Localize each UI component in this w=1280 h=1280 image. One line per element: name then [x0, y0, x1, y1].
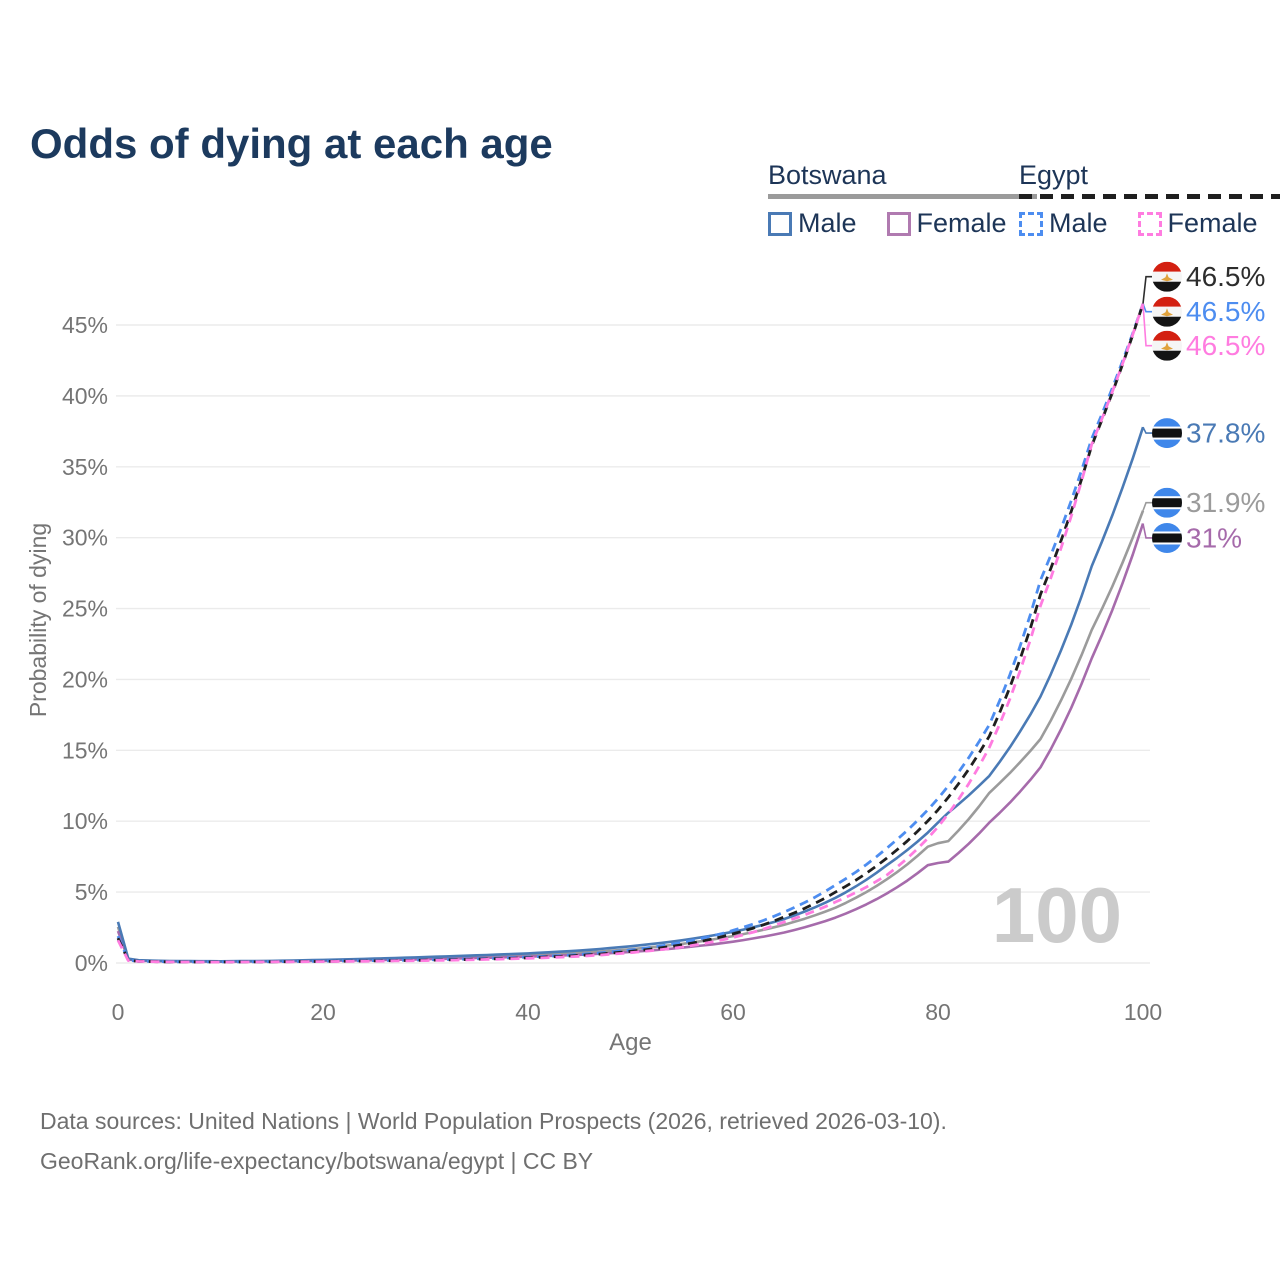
legend-label: Male: [1049, 208, 1108, 238]
legend-item-egypt-male[interactable]: Male: [1019, 208, 1108, 239]
botswana-flag-icon: [1152, 418, 1182, 449]
end-value-label-egypt-male: 46.5%: [1186, 296, 1265, 327]
label-connector-botswana-female: [1142, 523, 1152, 539]
chart-legend: Botswana Male Female Egypt Male Female: [0, 160, 1280, 250]
legend-item-botswana-female[interactable]: Female: [886, 208, 1007, 239]
egypt-flag-icon: [1152, 261, 1182, 292]
label-connector-egypt-male: [1142, 303, 1152, 313]
label-connector-egypt-female: [1142, 303, 1152, 347]
legend-label: Female: [1167, 208, 1258, 238]
legend-label: Male: [798, 208, 857, 238]
botswana-solid-line-swatch: [768, 194, 1037, 199]
end-value-label-egypt-female: 46.5%: [1186, 330, 1265, 361]
egypt-flag-icon: [1152, 330, 1182, 361]
botswana-male-line-swatch: [768, 211, 792, 236]
x-tick-label: 80: [925, 999, 951, 1025]
x-tick-label: 100: [1124, 999, 1162, 1025]
label-connector-egypt-total: [1142, 275, 1152, 304]
y-tick-label: 35%: [62, 454, 108, 480]
x-tick-label: 0: [112, 999, 125, 1025]
legend-country-egypt[interactable]: Egypt: [1019, 160, 1089, 190]
egypt-dashed-line-swatch: [1019, 194, 1280, 199]
end-value-label-botswana-total: 31.9%: [1186, 487, 1265, 518]
y-tick-label: 45%: [62, 312, 108, 338]
y-tick-label: 40%: [62, 383, 108, 409]
y-axis-title: Probability of dying: [25, 523, 51, 717]
x-tick-label: 40: [515, 999, 541, 1025]
x-tick-label: 60: [720, 999, 746, 1025]
legend-country-botswana[interactable]: Botswana: [768, 160, 887, 190]
end-value-label-botswana-male: 37.8%: [1186, 418, 1265, 449]
label-connector-botswana-total: [1142, 501, 1152, 512]
y-tick-label: 15%: [62, 737, 108, 763]
y-tick-label: 0%: [75, 950, 108, 976]
data-sources-note: Data sources: United Nations | World Pop…: [40, 1108, 947, 1134]
y-tick-label: 10%: [62, 808, 108, 834]
series-line-egypt-female: [116, 303, 1145, 964]
age-watermark: 100: [992, 871, 1122, 959]
botswana-flag-icon: [1152, 522, 1182, 553]
series-line-botswana-female: [116, 523, 1145, 963]
label-connector-botswana-male: [1142, 426, 1152, 434]
botswana-female-line-swatch: [886, 211, 911, 236]
egypt-flag-icon: [1152, 296, 1182, 327]
end-value-label-egypt-total: 46.5%: [1186, 261, 1265, 292]
page-title: Odds of dying at each age: [30, 120, 553, 168]
end-value-label-botswana-female: 31%: [1186, 522, 1242, 553]
egypt-male-line-swatch: [1019, 211, 1043, 236]
x-axis-title: Age: [609, 1029, 652, 1056]
y-tick-label: 25%: [62, 596, 108, 622]
y-tick-label: 30%: [62, 525, 108, 551]
y-tick-label: 5%: [75, 879, 108, 905]
legend-label: Female: [916, 208, 1007, 238]
series-line-botswana-male: [116, 426, 1145, 963]
series-line-egypt-male: [116, 303, 1145, 964]
legend-item-botswana-male[interactable]: Male: [768, 208, 857, 239]
attribution-link: GeoRank.org/life-expectancy/botswana/egy…: [40, 1148, 594, 1174]
egypt-female-line-swatch: [1137, 211, 1162, 236]
x-tick-label: 20: [310, 999, 336, 1025]
botswana-flag-icon: [1152, 487, 1182, 518]
legend-group-egypt: Egypt Male Female: [1019, 160, 1280, 239]
y-tick-label: 20%: [62, 666, 108, 692]
series-line-egypt-total: [116, 303, 1145, 964]
legend-group-botswana: Botswana Male Female: [768, 160, 1037, 239]
legend-item-egypt-female[interactable]: Female: [1137, 208, 1258, 239]
